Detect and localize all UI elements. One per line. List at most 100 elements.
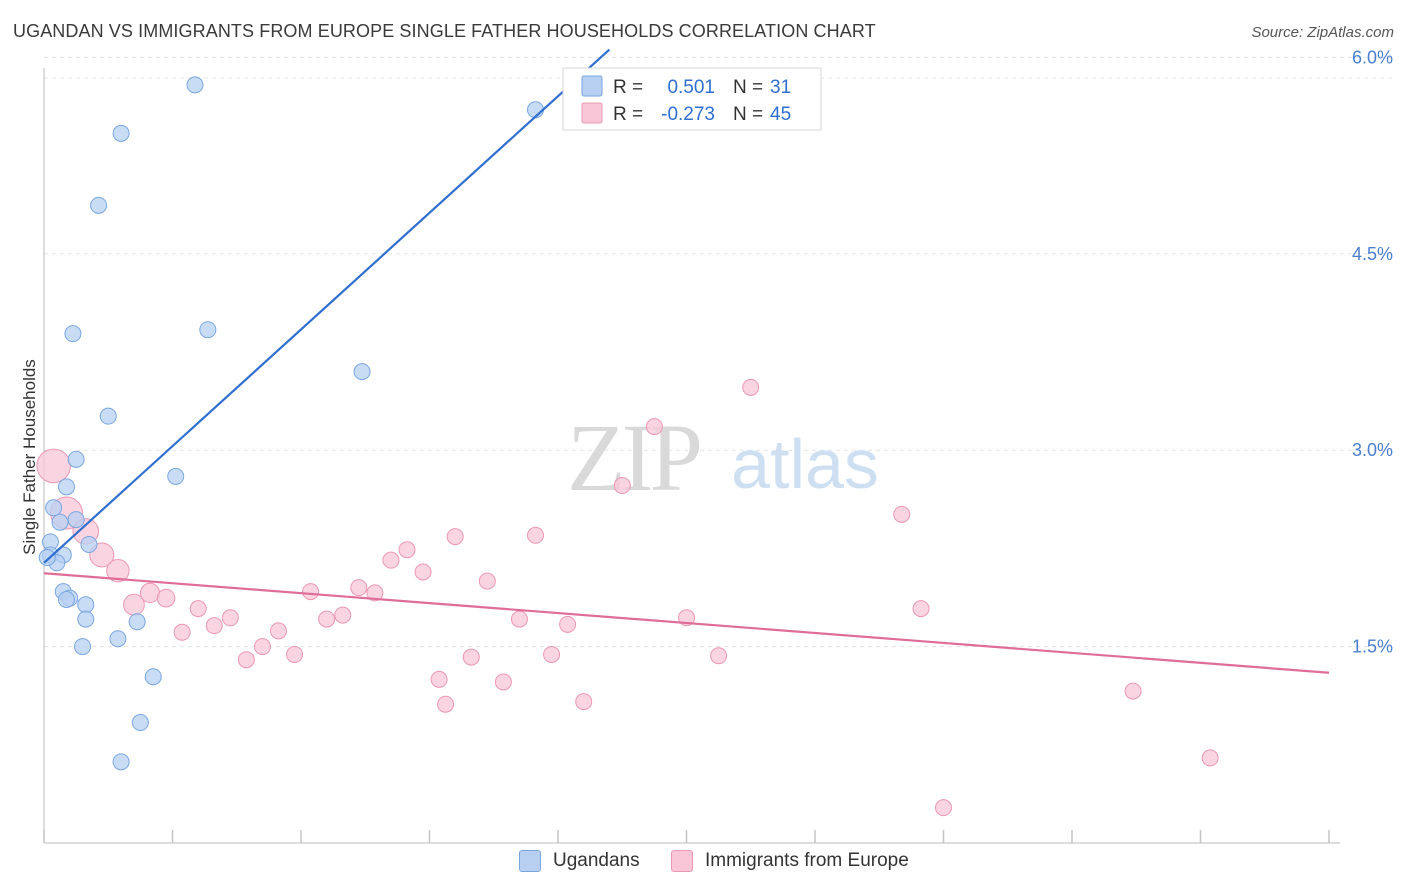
watermark-atlas: atlas [731,425,879,503]
immigrants-point [139,582,161,604]
y-tick-label: 1.5% [1352,637,1393,657]
ugandans-point [74,638,92,656]
immigrants-point [221,609,239,627]
watermark: ZIP atlas [567,404,879,511]
ugandans-point [64,325,82,343]
stats-n-label-pink: N = [733,104,763,125]
immigrants-point [205,617,223,635]
stats-r-value-blue: 0.501 [667,77,715,98]
ugandans-point [167,467,185,485]
immigrants-point [510,610,528,628]
legend-label-immigrants: Immigrants from Europe [705,850,909,871]
ugandans-point [57,590,75,608]
ugandans-point [57,478,75,496]
immigrants-points [36,378,1219,817]
ugandans-point [38,549,56,567]
immigrants-trend-line [43,572,1330,674]
immigrants-point [645,418,663,436]
y-tick-label: 6.0% [1352,47,1393,67]
stats-r-value-pink: -0.273 [661,104,715,125]
watermark-zip: ZIP [567,404,700,511]
ugandans-point [112,753,130,771]
legend-swatch-ugandans [519,850,541,872]
stats-r-label-pink: R = [613,104,643,125]
stats-legend-box [562,67,822,131]
immigrants-point [543,645,561,663]
stats-legend-swatch-blue [581,75,603,97]
ugandans-point [112,124,130,142]
ugandans-point [67,511,85,529]
immigrants-point [334,606,352,624]
chart-title: UGANDAN VS IMMIGRANTS FROM EUROPE SINGLE… [13,21,876,41]
immigrants-point [494,673,512,691]
y-axis-title: Single Father Households [20,359,39,555]
immigrants-point [1124,682,1142,700]
ugandans-point [353,363,371,381]
immigrants-point [912,600,930,618]
immigrants-point [318,610,336,628]
immigrants-point [253,638,271,656]
y-axis-tick-labels: 1.5% 3.0% 4.5% 6.0% [1352,47,1393,656]
immigrants-point [237,651,255,669]
y-tick-label: 4.5% [1352,244,1393,264]
immigrants-point [1201,749,1219,767]
immigrants-point [302,583,320,601]
ugandans-point [128,613,146,631]
stats-legend-swatch-pink [581,102,603,124]
immigrants-point [156,588,176,608]
immigrants-point [398,541,416,559]
immigrants-point [559,615,577,633]
immigrants-point [414,563,432,581]
immigrants-point [527,526,545,544]
x-axis-ticks [43,830,1330,843]
ugandans-point [90,196,108,214]
immigrants-point [893,505,911,523]
ugandans-point [186,76,204,94]
immigrants-point [430,670,448,688]
immigrants-point [613,477,631,495]
stats-r-label-blue: R = [613,77,643,98]
ugandans-point [77,596,95,614]
ugandans-point [99,407,117,425]
legend-swatch-immigrants [671,850,693,872]
immigrants-point [478,572,496,590]
stats-legend: R = 0.501 N = 31 R = -0.273 N = 45 [562,67,822,131]
immigrants-point [36,448,71,484]
ugandans-point [131,714,149,732]
immigrants-point [366,584,384,602]
grid-lines [44,56,1392,648]
ugandans-trend-line [43,48,611,564]
trend-lines [43,48,1330,674]
immigrants-point [575,693,593,711]
ugandans-point [80,535,98,553]
immigrants-point [106,558,130,583]
immigrants-point [286,645,304,663]
source-label: Source: ZipAtlas.com [1251,24,1394,41]
ugandans-point [77,610,95,628]
ugandans-point [45,499,63,517]
legend-label-ugandans: Ugandans [553,850,640,871]
immigrants-point [446,528,464,546]
immigrants-point [710,647,728,665]
ugandans-point [144,668,162,686]
immigrants-point [189,600,207,618]
immigrants-point [742,378,760,396]
immigrants-point [935,799,952,817]
ugandans-points [38,76,545,771]
immigrants-point [437,695,455,713]
ugandans-point [199,321,217,339]
immigrants-point [462,648,480,666]
y-tick-label: 3.0% [1352,440,1393,460]
ugandans-point [109,630,127,648]
legend-item-ugandans: Ugandans [519,850,640,872]
stats-n-value-pink: 45 [770,104,791,125]
legend-item-immigrants: Immigrants from Europe [671,850,909,872]
ugandans-point [51,513,69,531]
immigrants-point [350,579,368,597]
series-legend: Ugandans Immigrants from Europe [0,850,1406,880]
immigrants-point [270,622,288,640]
scatter-chart: ZIP atlas 1.5% 3.0% 4.5% 6.0% Single Father… [20,47,1393,844]
stats-n-label-blue: N = [733,77,763,98]
immigrants-point [382,551,400,569]
ugandans-point [67,450,85,468]
